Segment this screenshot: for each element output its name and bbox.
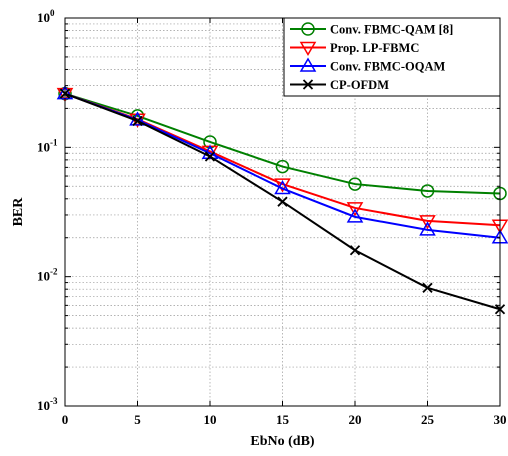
legend-entry: Prop. LP-FBMC	[290, 41, 419, 56]
data-point	[420, 184, 435, 198]
data-point	[346, 208, 364, 223]
legend-label: CP-OFDM	[330, 78, 389, 92]
legend-entry: Conv. FBMC-QAM [8]	[290, 22, 453, 37]
legend-entry: Conv. FBMC-OQAM	[290, 57, 445, 74]
grid-lines	[65, 18, 500, 406]
legend-swatch-marker	[299, 57, 317, 72]
series-line	[64, 92, 501, 195]
legend-swatch-marker	[301, 22, 315, 36]
x-tick-label: 15	[276, 412, 290, 427]
data-point	[274, 180, 291, 195]
x-axis-title: EbNo (dB)	[250, 434, 315, 449]
x-tick-label: 5	[134, 412, 141, 427]
data-point	[419, 221, 436, 236]
data-point	[419, 215, 436, 230]
data-point	[204, 151, 216, 162]
data-point	[277, 196, 288, 207]
y-tick-label: 10-3	[37, 396, 58, 413]
y-tick-label: 10-2	[37, 267, 58, 284]
x-tick-label: 25	[421, 412, 435, 427]
y-tick-labels: 100 10-1 10-2 10-3	[37, 8, 58, 413]
x-tick-label: 30	[494, 412, 507, 427]
legend-entry: CP-OFDM	[290, 78, 389, 92]
axis-ticks	[64, 18, 501, 407]
legend-label: Prop. LP-FBMC	[330, 41, 419, 55]
legend-swatch-marker	[302, 79, 314, 90]
data-point	[275, 159, 290, 174]
data-point	[349, 245, 361, 256]
x-tick-label: 20	[349, 412, 362, 427]
data-point	[132, 115, 143, 127]
legend-swatch-marker	[299, 41, 317, 56]
x-tick-label: 0	[62, 412, 69, 427]
legend: Conv. FBMC-QAM [8] Prop. LP-FBMC Conv. FBM…	[283, 17, 501, 97]
legend-box	[283, 17, 501, 97]
data-point	[422, 282, 433, 293]
y-axis-title: BER	[11, 197, 26, 227]
data-point	[348, 177, 362, 191]
data-point	[274, 178, 291, 193]
y-tick-label: 10-1	[37, 137, 58, 154]
y-tick-label: 100	[37, 8, 55, 25]
x-tick-labels: 0 5 10 15 20 25 30	[62, 412, 507, 427]
data-point	[203, 135, 217, 149]
series-3	[59, 88, 506, 315]
legend-label: Conv. FBMC-QAM [8]	[330, 23, 453, 37]
legend-label: Conv. FBMC-OQAM	[330, 60, 445, 74]
data-point	[346, 202, 364, 217]
x-tick-label: 10	[204, 412, 217, 427]
